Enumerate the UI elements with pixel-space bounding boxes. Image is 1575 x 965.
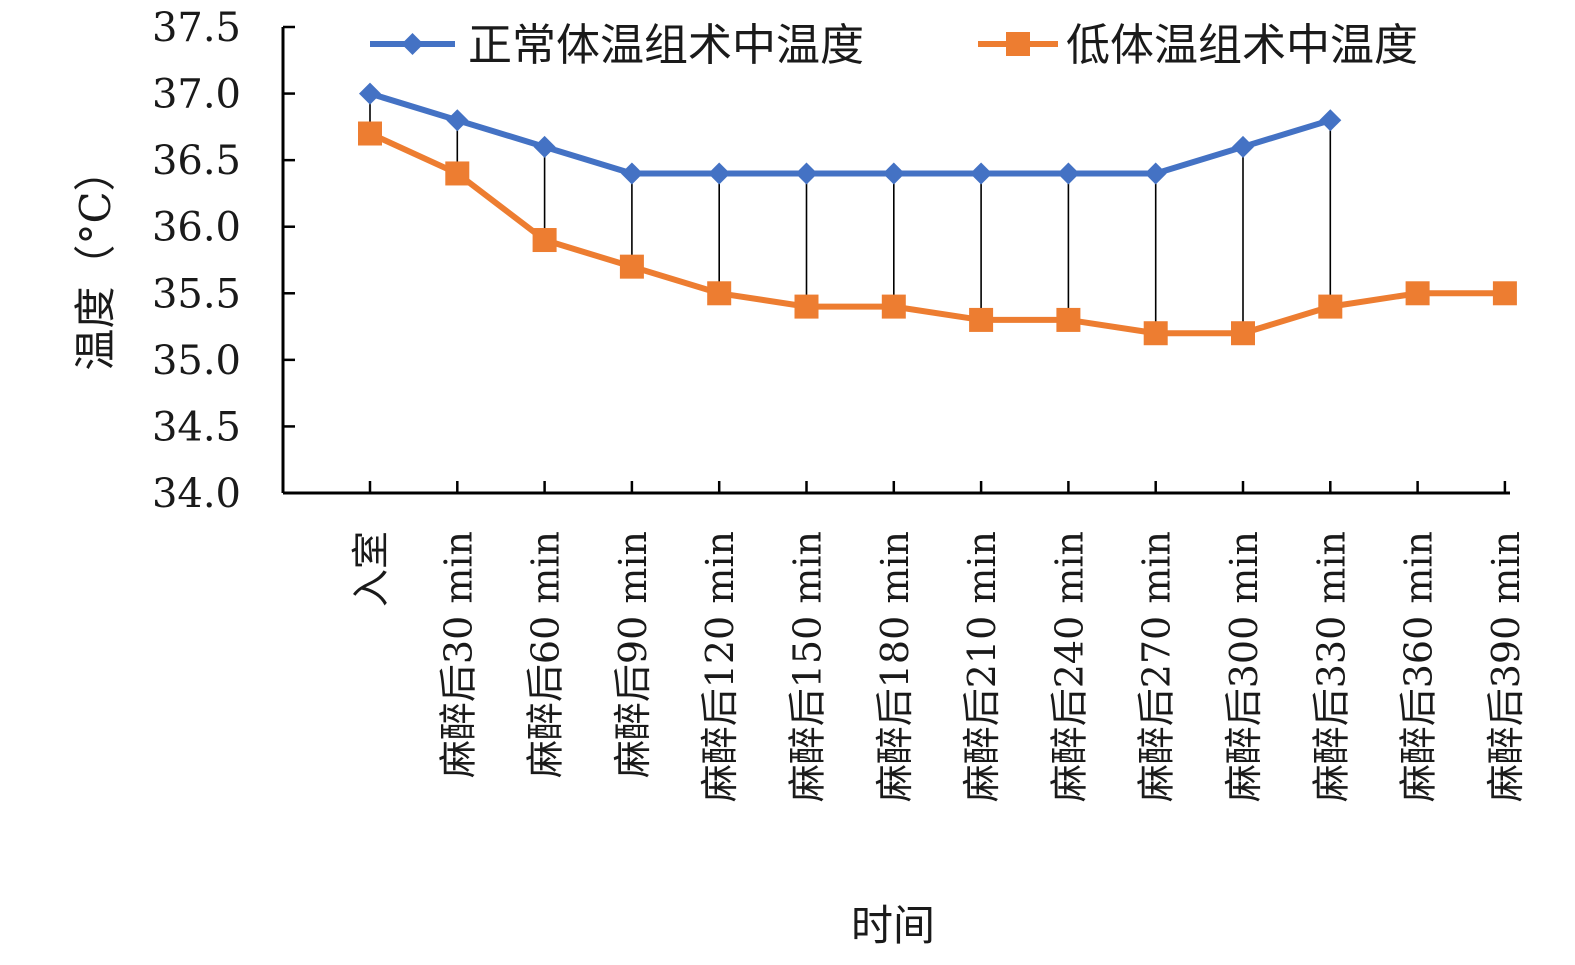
legend-label: 正常体温组术中温度	[468, 20, 864, 71]
data-point	[795, 162, 818, 185]
x-axis-title: 时间	[851, 901, 935, 950]
data-point	[1492, 281, 1517, 306]
y-tick-label: 37.5	[152, 5, 241, 51]
y-tick-label: 36.5	[152, 138, 241, 184]
data-point	[1144, 162, 1167, 185]
legend: 正常体温组术中温度 低体温组术中温度	[370, 20, 1418, 71]
x-tick-label: 入室	[349, 531, 393, 607]
y-tick-label: 36.0	[152, 205, 241, 251]
x-tick-label: 麻醉后390 min	[1484, 531, 1528, 802]
data-point	[1319, 109, 1342, 132]
legend-swatch-marker	[401, 33, 424, 55]
x-tick-label: 麻醉后180 min	[873, 531, 917, 802]
x-tick-label: 麻醉后30 min	[436, 531, 480, 778]
legend-item: 低体温组术中温度	[978, 20, 1418, 71]
x-tick-label: 麻醉后330 min	[1309, 531, 1353, 802]
data-point	[881, 294, 906, 319]
x-tick-label: 麻醉后360 min	[1397, 531, 1441, 802]
axes-layer: 34.0 34.5 35.0 35.5 36.0 36.5 37.0 37.5 入室 麻醉后30 …	[152, 5, 1528, 802]
data-point	[707, 281, 732, 306]
y-tick-label: 34.5	[152, 404, 241, 450]
data-point	[445, 161, 470, 186]
data-point	[1143, 321, 1168, 346]
series-2	[358, 121, 1517, 346]
series-layer	[358, 82, 1517, 346]
data-point	[620, 162, 643, 185]
x-tick-label: 麻醉后240 min	[1047, 531, 1091, 802]
data-point	[533, 135, 556, 158]
data-point	[882, 162, 905, 185]
data-point	[359, 82, 381, 105]
series-line	[369, 90, 1332, 177]
x-tick-label: 麻醉后90 min	[611, 531, 655, 778]
y-tick-label: 35.0	[152, 338, 241, 384]
data-point	[1405, 281, 1430, 306]
series-line	[368, 130, 1505, 337]
legend-item: 正常体温组术中温度	[370, 20, 864, 71]
data-point	[1231, 321, 1255, 346]
y-tick-label: 35.5	[152, 271, 241, 317]
data-point	[1056, 307, 1081, 332]
x-tick-label: 麻醉后210 min	[960, 531, 1004, 802]
data-point	[970, 162, 993, 185]
data-point	[1232, 135, 1254, 158]
x-tick-label: 麻醉后270 min	[1135, 531, 1179, 802]
data-point	[619, 254, 644, 279]
y-axis-title: 温度（°C）	[71, 149, 120, 370]
data-point	[532, 228, 557, 253]
x-tick-label: 麻醉后120 min	[698, 531, 742, 802]
legend-swatch-marker	[1006, 32, 1030, 56]
legend-label: 低体温组术中温度	[1066, 20, 1418, 71]
x-tick-label: 麻醉后60 min	[524, 531, 568, 778]
x-tick-label: 麻醉后300 min	[1222, 531, 1266, 802]
data-point	[1318, 294, 1343, 319]
drop-lines	[369, 93, 1332, 334]
data-point	[446, 109, 469, 132]
data-point	[794, 294, 819, 319]
data-point	[708, 162, 731, 185]
series-1	[359, 82, 1342, 185]
data-point	[969, 307, 994, 332]
data-point	[1057, 162, 1080, 185]
y-tick-label: 34.0	[152, 471, 241, 517]
y-tick-label: 37.0	[152, 72, 241, 118]
data-point	[358, 121, 382, 146]
x-tick-label: 麻醉后150 min	[786, 531, 830, 802]
